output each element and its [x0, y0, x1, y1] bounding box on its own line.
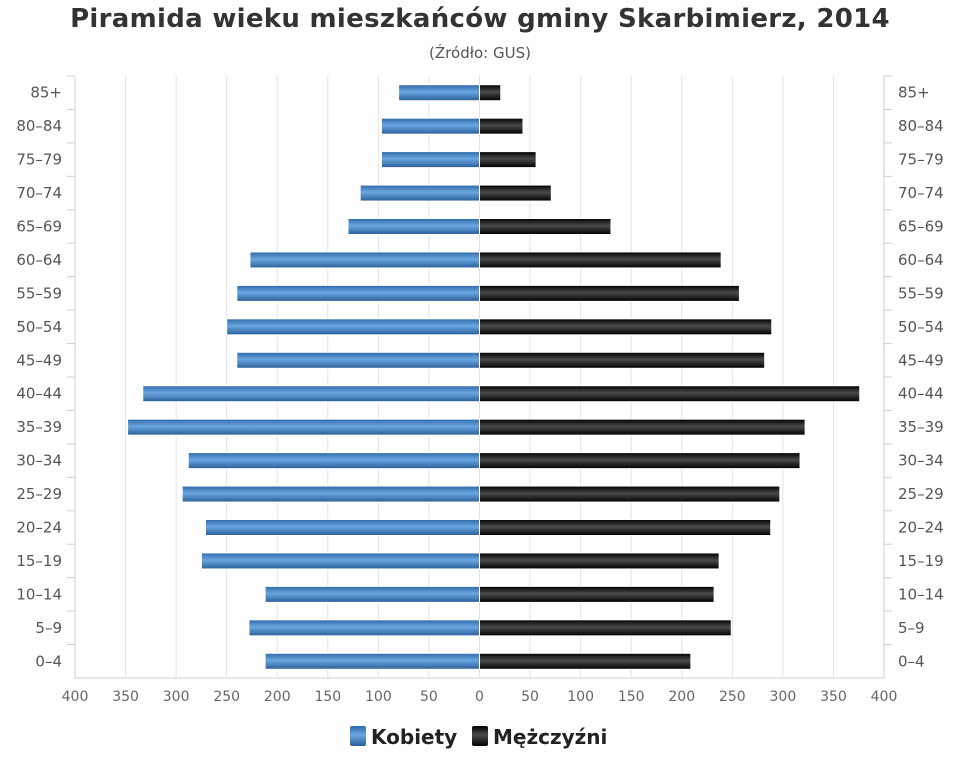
- left-category-label: 0–4: [35, 652, 62, 670]
- bar-kobiety[interactable]: [142, 385, 480, 403]
- left-category-label: 45–49: [16, 351, 62, 369]
- x-tick-label: 50: [420, 689, 438, 705]
- x-tick-label: 400: [62, 689, 89, 705]
- bar-kobiety[interactable]: [380, 117, 480, 135]
- bar-mezczyzni[interactable]: [479, 284, 740, 302]
- bar-kobiety[interactable]: [236, 351, 480, 369]
- bar-mezczyzni[interactable]: [479, 585, 715, 603]
- x-tick-label: 100: [365, 689, 392, 705]
- left-category-label: 10–14: [16, 585, 62, 603]
- left-category-label: 35–39: [16, 418, 62, 436]
- bar-mezczyzni[interactable]: [479, 84, 502, 102]
- left-category-label: 5–9: [35, 619, 62, 637]
- bar-kobiety[interactable]: [236, 284, 480, 302]
- bar-kobiety[interactable]: [347, 218, 480, 235]
- right-category-label: 80–84: [898, 117, 944, 135]
- bar-mezczyzni[interactable]: [479, 251, 722, 269]
- x-tick-label: 250: [213, 689, 240, 705]
- chart-title: Piramida wieku mieszkańców gminy Skarbim…: [70, 4, 890, 34]
- right-category-label: 60–64: [898, 251, 944, 269]
- x-tick-label: 50: [521, 689, 539, 705]
- bar-kobiety[interactable]: [226, 318, 480, 336]
- bar-kobiety[interactable]: [380, 151, 480, 169]
- legend-item-mezczyzni[interactable]: Mężczyźni: [472, 725, 607, 749]
- bar-mezczyzni[interactable]: [479, 418, 806, 436]
- left-category-label: 25–29: [16, 485, 62, 503]
- left-category-label: 40–44: [16, 385, 62, 403]
- left-category-label: 75–79: [16, 151, 62, 169]
- x-tick-label: 300: [163, 689, 190, 705]
- bar-mezczyzni[interactable]: [479, 652, 692, 670]
- x-tick-label: 200: [668, 689, 695, 705]
- right-category-label: 5–9: [898, 619, 925, 637]
- x-tick-label: 150: [618, 689, 645, 705]
- right-category-label: 75–79: [898, 151, 944, 169]
- x-tick-label: 100: [567, 689, 594, 705]
- bar-mezczyzni[interactable]: [479, 519, 772, 536]
- bar-kobiety[interactable]: [200, 552, 480, 570]
- bar-mezczyzni[interactable]: [479, 117, 524, 135]
- bar-kobiety[interactable]: [248, 619, 480, 637]
- right-category-label: 0–4: [898, 652, 925, 670]
- right-category-label: 10–14: [898, 585, 944, 603]
- legend-label: Kobiety: [371, 725, 457, 749]
- chart-subtitle: (Źródło: GUS): [429, 44, 531, 62]
- x-tick-label: 300: [770, 689, 797, 705]
- bar-mezczyzni[interactable]: [479, 485, 781, 503]
- left-category-label: 50–54: [16, 318, 62, 336]
- right-category-label: 50–54: [898, 318, 944, 336]
- x-tick-label: 400: [871, 689, 898, 705]
- x-tick-label: 350: [820, 689, 847, 705]
- bar-mezczyzni[interactable]: [479, 318, 773, 336]
- bar-mezczyzni[interactable]: [479, 452, 801, 470]
- bar-mezczyzni[interactable]: [479, 184, 552, 202]
- bar-kobiety[interactable]: [398, 84, 481, 102]
- legend-label: Mężczyźni: [493, 725, 607, 749]
- left-category-label: 15–19: [16, 552, 62, 570]
- bar-kobiety[interactable]: [359, 184, 480, 202]
- left-category-label: 30–34: [16, 452, 62, 470]
- bar-kobiety[interactable]: [249, 251, 480, 269]
- left-category-label: 70–74: [16, 184, 62, 202]
- left-category-label: 65–69: [16, 218, 62, 236]
- bar-mezczyzni[interactable]: [479, 218, 612, 235]
- right-category-label: 70–74: [898, 184, 944, 202]
- x-tick-label: 200: [264, 689, 291, 705]
- legend-swatch: [472, 726, 488, 746]
- left-category-label: 60–64: [16, 251, 62, 269]
- x-tick-label: 250: [719, 689, 746, 705]
- bar-mezczyzni[interactable]: [479, 351, 766, 369]
- bar-kobiety[interactable]: [264, 585, 480, 603]
- bar-mezczyzni[interactable]: [479, 552, 720, 570]
- bar-kobiety[interactable]: [127, 418, 481, 436]
- x-tick-label: 150: [314, 689, 341, 705]
- right-category-label: 85+: [898, 84, 930, 102]
- right-category-label: 30–34: [898, 452, 944, 470]
- right-category-label: 40–44: [898, 385, 944, 403]
- legend-swatch: [350, 726, 366, 746]
- right-category-label: 35–39: [898, 418, 944, 436]
- right-category-label: 25–29: [898, 485, 944, 503]
- legend-item-kobiety[interactable]: Kobiety: [350, 725, 457, 749]
- right-category-label: 65–69: [898, 218, 944, 236]
- bar-kobiety[interactable]: [181, 485, 480, 503]
- left-category-label: 85+: [30, 84, 62, 102]
- right-category-label: 20–24: [898, 519, 944, 537]
- right-category-label: 45–49: [898, 351, 944, 369]
- x-tick-label: 0: [475, 689, 484, 705]
- bar-kobiety[interactable]: [264, 652, 480, 670]
- bar-kobiety[interactable]: [204, 519, 480, 536]
- left-category-label: 80–84: [16, 117, 62, 135]
- bar-mezczyzni[interactable]: [479, 385, 861, 403]
- left-category-label: 55–59: [16, 284, 62, 302]
- right-category-label: 55–59: [898, 284, 944, 302]
- bar-mezczyzni[interactable]: [479, 619, 732, 637]
- left-category-label: 20–24: [16, 519, 62, 537]
- bar-kobiety[interactable]: [187, 452, 480, 470]
- bar-mezczyzni[interactable]: [479, 151, 537, 169]
- x-tick-label: 350: [112, 689, 139, 705]
- right-category-label: 15–19: [898, 552, 944, 570]
